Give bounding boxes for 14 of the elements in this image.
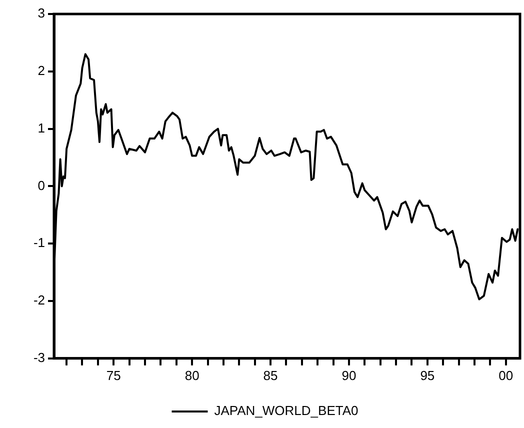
y-tick-label: -3: [33, 350, 45, 365]
y-tick-label: -2: [33, 292, 45, 308]
x-tick-label: 95: [420, 368, 435, 383]
y-tick-label: -1: [33, 235, 45, 250]
legend-label: JAPAN_WORLD_BETA0: [214, 403, 358, 418]
x-tick-label: 00: [498, 368, 514, 383]
y-tick-label: 1: [38, 120, 45, 136]
y-tick-label: 2: [38, 62, 45, 78]
x-tick-label: 85: [263, 368, 278, 383]
x-tick-label: 75: [106, 368, 121, 383]
x-tick-label: 90: [342, 368, 356, 383]
y-tick-label: 3: [38, 6, 45, 21]
x-tick-label: 80: [184, 368, 200, 383]
y-tick-label: 0: [38, 178, 45, 193]
